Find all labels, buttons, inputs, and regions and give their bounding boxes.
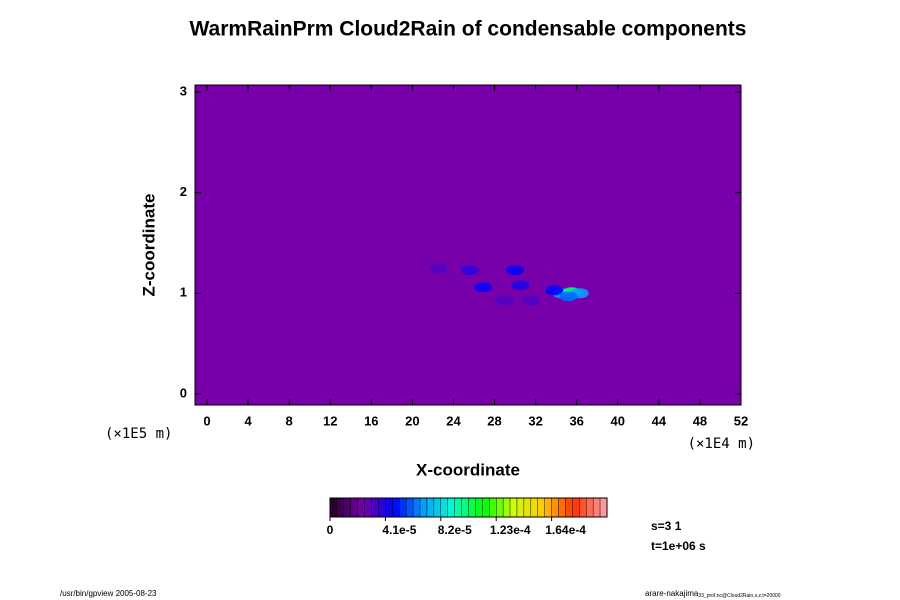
colorbar-cell	[364, 497, 372, 518]
footer: /usr/bin/gpview 2005-08-23	[60, 589, 157, 598]
colorbar-cell	[440, 497, 448, 518]
x-tick-label: 52	[734, 413, 748, 428]
colorbar-cell	[468, 497, 476, 518]
plot-frame	[194, 84, 742, 406]
x-axis-label: X-coordinate	[416, 460, 520, 479]
colorbar-cell	[426, 497, 435, 518]
colorbar-cell	[592, 497, 601, 518]
field-cell	[460, 265, 479, 276]
colorbar-cell	[558, 497, 566, 518]
colorbar-label: 0	[327, 523, 334, 537]
y-tick-label: 0	[180, 385, 187, 400]
footer-sub: 33_prof.nc@Cloud2Rain,x,z,t=20000	[698, 593, 780, 599]
colorbar-cell	[599, 497, 608, 518]
field-cell	[495, 295, 514, 306]
x-tick-label: 4	[244, 413, 252, 428]
colorbar-cell	[329, 497, 338, 518]
colorbar-cell	[454, 497, 462, 518]
footer: arare-nakajima33_prof.nc@Cloud2Rain,x,z,…	[645, 589, 781, 599]
colorbar-cell	[537, 497, 545, 518]
colorbar-cell	[392, 497, 400, 518]
colorbar-cell	[385, 497, 393, 518]
colorbar-cell	[378, 497, 386, 518]
colorbar-frame	[329, 497, 608, 518]
colorbar-cell	[343, 497, 351, 518]
x-tick-label: 24	[446, 413, 461, 428]
x-tick-label: 8	[286, 413, 293, 428]
colorbar-cell	[447, 497, 455, 518]
colorbar-cell	[516, 497, 525, 518]
field-cell	[511, 280, 530, 291]
colorbar-cell	[586, 497, 594, 518]
x-tick-label: 36	[569, 413, 583, 428]
y-axis-label: Z-coordinate	[139, 194, 158, 297]
colorbar-cell	[482, 497, 490, 518]
colorbar-cell	[530, 497, 538, 518]
colorbar-label: 1.64e-4	[545, 523, 586, 537]
colorbar-cell	[509, 497, 518, 518]
x-tick-label: 48	[693, 413, 707, 428]
plot-background	[195, 85, 741, 405]
x-tick-label: 40	[611, 413, 625, 428]
colorbar-cell	[502, 497, 511, 518]
x-tick-label: 12	[323, 413, 337, 428]
colorbar-label: 4.1e-5	[382, 523, 416, 537]
colorbar-cell	[336, 497, 345, 518]
field-cell	[474, 282, 493, 293]
y-tick-label: 3	[180, 83, 187, 98]
x-tick-label: 32	[528, 413, 542, 428]
colorbar-cell	[551, 497, 559, 518]
colorbar-cell	[357, 497, 365, 518]
x-tick-label: 0	[203, 413, 210, 428]
colorbar-cell	[399, 497, 407, 518]
field-cell	[559, 291, 578, 302]
colorbar-cell	[579, 497, 587, 518]
x-tick-label: 16	[364, 413, 378, 428]
colorbar-cell	[433, 497, 442, 518]
x-unit: (×1E4 m)	[688, 436, 755, 452]
y-unit: (×1E5 m)	[105, 426, 172, 442]
footer-main: arare-nakajima	[645, 589, 699, 598]
y-tick-label: 2	[180, 184, 187, 199]
field-cell	[506, 265, 525, 276]
colorbar-cell	[496, 497, 504, 518]
x-tick-label: 44	[652, 413, 667, 428]
colorbar-cell	[565, 497, 573, 518]
colorbar-label: 1.23e-4	[490, 523, 531, 537]
colorbar-cell	[412, 497, 421, 518]
x-tick-label: 28	[487, 413, 501, 428]
field-cell	[521, 295, 540, 306]
colorbar-cell	[461, 497, 469, 518]
colorbar-cell	[572, 497, 580, 518]
annotation: s=3 1	[651, 519, 682, 533]
x-tick-label: 20	[405, 413, 419, 428]
field-cell	[545, 285, 564, 296]
colorbar-cell	[350, 497, 358, 518]
y-tick-label: 1	[180, 285, 187, 300]
colorbar-cell	[405, 497, 414, 518]
field-cell	[429, 263, 448, 274]
colorbar-cell	[523, 497, 532, 518]
chart-title: WarmRainPrm Cloud2Rain of condensable co…	[190, 18, 747, 41]
annotation: t=1e+06 s	[651, 539, 706, 553]
colorbar-cell	[371, 497, 379, 518]
colorbar-cell	[419, 497, 428, 518]
colorbar-cell	[475, 497, 483, 518]
colorbar-label: 8.2e-5	[438, 523, 472, 537]
colorbar-cell	[544, 497, 552, 518]
colorbar-cell	[489, 497, 497, 518]
